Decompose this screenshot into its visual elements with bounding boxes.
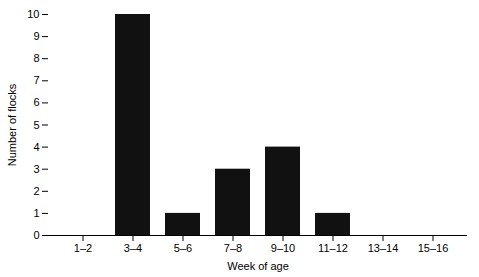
svg-text:1: 1 <box>33 207 39 219</box>
svg-text:0: 0 <box>33 229 39 241</box>
svg-text:8: 8 <box>33 52 39 64</box>
svg-text:3: 3 <box>33 163 39 175</box>
svg-text:10: 10 <box>27 8 39 20</box>
svg-text:2: 2 <box>33 185 39 197</box>
svg-text:9–10: 9–10 <box>271 242 295 254</box>
svg-text:9: 9 <box>33 30 39 42</box>
svg-text:5–6: 5–6 <box>174 242 192 254</box>
svg-text:Week of age: Week of age <box>227 260 289 272</box>
svg-text:7: 7 <box>33 74 39 86</box>
svg-text:Number of flocks: Number of flocks <box>6 83 18 166</box>
svg-text:3–4: 3–4 <box>124 242 142 254</box>
svg-text:7–8: 7–8 <box>224 242 242 254</box>
svg-text:11–12: 11–12 <box>318 242 348 254</box>
svg-text:1–2: 1–2 <box>74 242 92 254</box>
svg-text:6: 6 <box>33 96 39 108</box>
svg-text:15–16: 15–16 <box>418 242 449 254</box>
svg-text:5: 5 <box>33 119 39 131</box>
svg-text:13–14: 13–14 <box>368 242 399 254</box>
svg-text:4: 4 <box>33 141 39 153</box>
